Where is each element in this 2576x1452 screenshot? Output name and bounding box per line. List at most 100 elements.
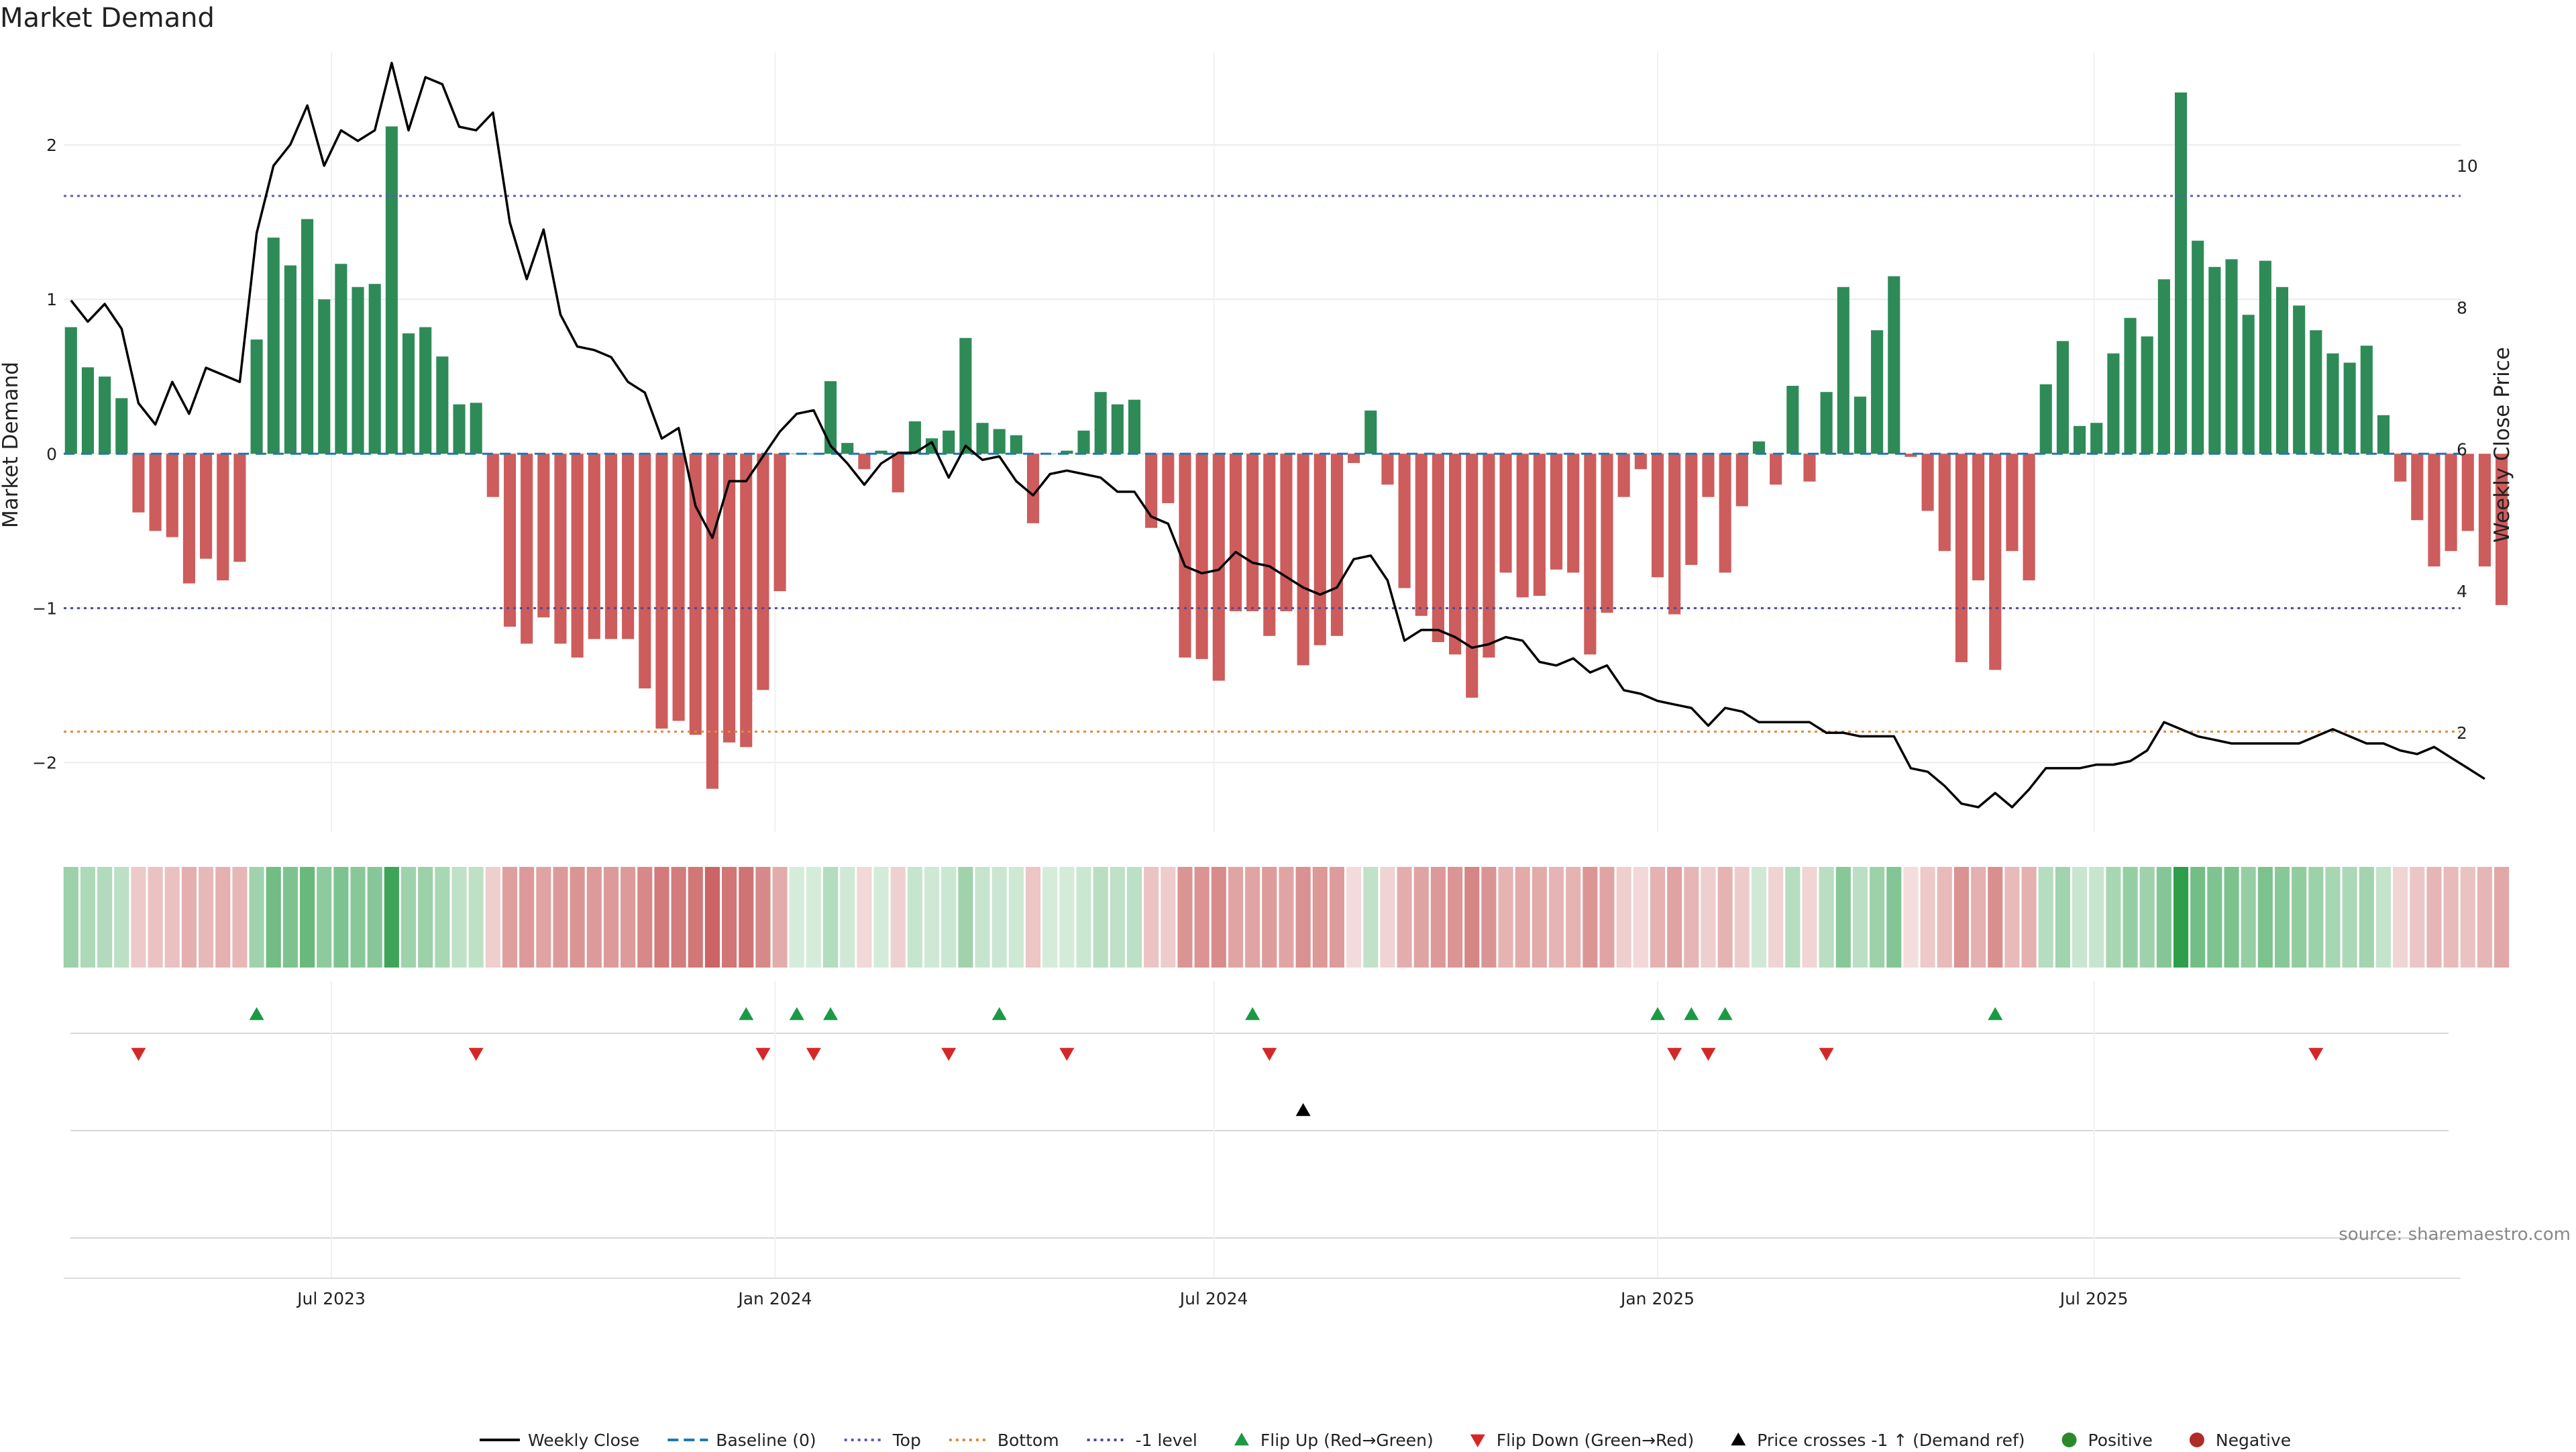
heat-cell bbox=[1194, 867, 1210, 968]
negative-bar bbox=[1348, 454, 1360, 464]
heat-cell bbox=[924, 867, 940, 968]
heat-cell bbox=[1329, 867, 1344, 968]
heat-cell bbox=[2375, 867, 2392, 968]
positive-bar bbox=[335, 264, 347, 454]
negative-bar bbox=[2006, 454, 2019, 552]
heat-cell bbox=[1144, 867, 1159, 968]
positive-bar bbox=[1094, 392, 1107, 454]
legend-swatch bbox=[1470, 1434, 1485, 1447]
heat-cell bbox=[1464, 867, 1480, 968]
heat-cell bbox=[1582, 867, 1598, 968]
positive-bar bbox=[993, 429, 1006, 454]
negative-bar bbox=[233, 454, 246, 562]
heat-cell bbox=[1684, 867, 1699, 968]
negative-bar bbox=[149, 454, 162, 531]
positive-bar bbox=[64, 327, 77, 454]
flip-down-marker bbox=[1667, 1047, 1682, 1061]
heat-cell bbox=[1532, 867, 1547, 968]
negative-bar bbox=[1584, 454, 1597, 655]
heat-cell bbox=[232, 867, 248, 968]
negative-bar bbox=[1719, 454, 1731, 573]
heat-cell bbox=[1126, 867, 1142, 968]
negative-bar bbox=[2394, 454, 2407, 482]
positive-bar bbox=[2208, 266, 2221, 454]
y-tick-label: −2 bbox=[32, 753, 57, 772]
heat-cell bbox=[890, 867, 906, 968]
positive-bar bbox=[419, 327, 432, 454]
flip-down-marker bbox=[755, 1047, 771, 1061]
positive-bar bbox=[385, 126, 398, 454]
heat-cell bbox=[2021, 867, 2037, 968]
negative-bar bbox=[537, 454, 550, 618]
heat-cell bbox=[1380, 867, 1395, 968]
y-tick-label: −1 bbox=[32, 599, 57, 618]
heat-cell bbox=[2292, 867, 2307, 968]
negative-bar bbox=[1026, 454, 1040, 523]
heat-cell bbox=[671, 867, 686, 968]
positive-bar bbox=[2141, 336, 2153, 454]
heat-cell bbox=[249, 867, 264, 968]
heat-cell bbox=[958, 867, 973, 968]
positive-bar bbox=[1752, 441, 1766, 454]
negative-bar bbox=[1550, 454, 1563, 570]
y2-tick-label: 2 bbox=[2457, 723, 2467, 743]
heat-cell bbox=[2393, 867, 2408, 968]
flip-down-marker bbox=[1262, 1047, 1277, 1061]
heat-cell bbox=[502, 867, 518, 968]
flip-up-marker bbox=[991, 1007, 1007, 1021]
flip-up-marker bbox=[1988, 1007, 2003, 1021]
positive-bar bbox=[2039, 384, 2052, 454]
negative-bar bbox=[1212, 454, 1225, 681]
y-tick-label: 2 bbox=[46, 136, 57, 155]
heat-cell bbox=[688, 867, 703, 968]
heat-cell bbox=[755, 867, 771, 968]
negative-bar bbox=[1398, 454, 1411, 588]
positive-bar bbox=[352, 287, 364, 454]
heat-cell bbox=[2410, 867, 2425, 968]
heat-cell bbox=[2224, 867, 2239, 968]
heat-cell bbox=[468, 867, 484, 968]
negative-bar bbox=[1195, 454, 1208, 660]
heat-cell bbox=[823, 867, 839, 968]
heat-cell bbox=[2494, 867, 2510, 968]
flip-up-marker bbox=[1717, 1007, 1733, 1021]
negative-bar bbox=[1921, 454, 1934, 511]
negative-bar bbox=[1179, 454, 1191, 658]
heat-cell bbox=[2426, 867, 2442, 968]
negative-bar bbox=[503, 454, 517, 627]
heat-cell bbox=[1835, 867, 1851, 968]
weekly-close-series bbox=[70, 62, 2485, 809]
negative-bar bbox=[588, 454, 600, 639]
x-tick-label: Jan 2024 bbox=[737, 1289, 812, 1308]
heat-cell bbox=[1734, 867, 1750, 968]
heat-cell bbox=[570, 867, 585, 968]
heat-cell bbox=[1566, 867, 1581, 968]
heat-cell bbox=[1937, 867, 1952, 968]
negative-bar bbox=[1246, 454, 1259, 611]
heat-cell bbox=[1059, 867, 1075, 968]
positive-bar bbox=[284, 265, 297, 454]
heat-cell bbox=[1346, 867, 1362, 968]
negative-bar bbox=[1702, 454, 1715, 497]
positive-bar bbox=[841, 443, 854, 454]
heat-cell bbox=[1008, 867, 1024, 968]
negative-bar bbox=[1617, 454, 1630, 497]
negative-bar bbox=[2023, 454, 2035, 580]
negative-bar bbox=[486, 454, 499, 497]
chart-title: Market Demand bbox=[0, 3, 215, 34]
heat-cell bbox=[418, 867, 433, 968]
negative-bar bbox=[521, 454, 533, 644]
legend-label: Flip Up (Red→Green) bbox=[1260, 1431, 1434, 1449]
heat-cell bbox=[282, 867, 298, 968]
x-tick-label: Jul 2025 bbox=[2059, 1289, 2129, 1308]
positive-bar bbox=[2377, 415, 2390, 454]
positive-bar bbox=[115, 398, 128, 454]
positive-bar bbox=[368, 284, 381, 454]
heat-cell bbox=[991, 867, 1007, 968]
heat-cell bbox=[1667, 867, 1682, 968]
weekly-close-line bbox=[70, 62, 2485, 809]
legend-label: Negative bbox=[2216, 1431, 2291, 1449]
legend-swatch bbox=[1234, 1433, 1249, 1446]
legend-swatch bbox=[2061, 1433, 2077, 1447]
flip-down-marker bbox=[806, 1047, 821, 1061]
